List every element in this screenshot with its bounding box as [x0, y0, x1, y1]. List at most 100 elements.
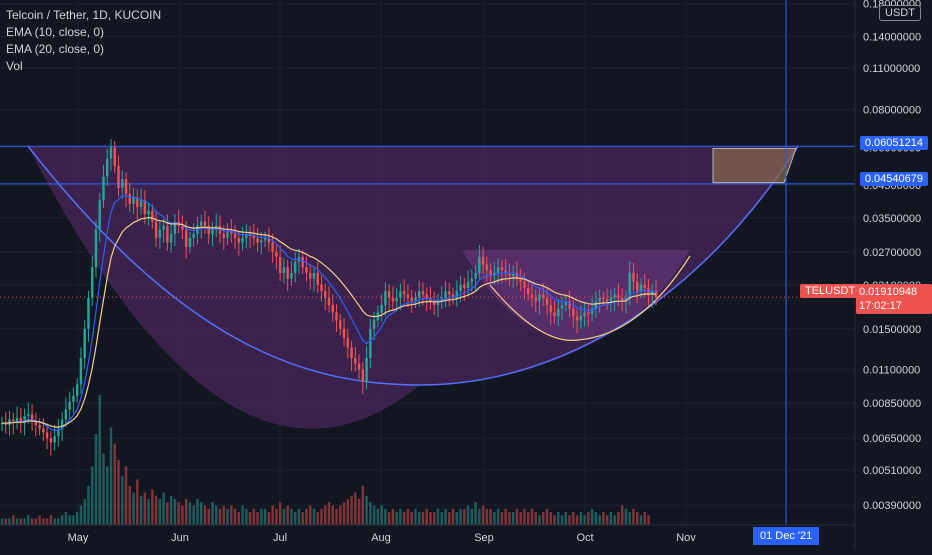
volume-bar: [496, 508, 500, 525]
candle-body: [545, 297, 549, 305]
volume-bar: [339, 505, 342, 525]
currency-button[interactable]: USDT: [879, 5, 921, 21]
volume-bar: [196, 499, 199, 525]
volume-bar: [530, 508, 534, 525]
volume-bar: [414, 508, 417, 525]
volume-bar: [308, 505, 312, 525]
candle-body: [538, 294, 541, 302]
volume-bar: [23, 518, 26, 525]
volume-bar: [474, 502, 477, 525]
legend-vol: Vol: [6, 59, 23, 73]
legend-title: Telcoin / Tether, 1D, KUCOIN: [6, 8, 162, 22]
candle-body: [500, 267, 504, 271]
candle-body: [192, 233, 195, 239]
candle-body: [632, 272, 635, 282]
x-tick-label: Aug: [371, 532, 391, 544]
volume-bar: [256, 512, 259, 525]
volume-bar: [188, 502, 192, 525]
candle-body: [463, 284, 466, 288]
candle-body: [549, 304, 552, 313]
candle-body: [485, 264, 489, 271]
volume-bar: [598, 515, 601, 525]
candle-body: [523, 281, 526, 288]
last-price: 0.01910948: [859, 286, 918, 298]
candle-body: [587, 312, 590, 314]
candle-body: [534, 297, 537, 302]
candle-body: [207, 225, 210, 234]
candle-body: [19, 417, 23, 424]
volume-bar: [218, 508, 222, 525]
candle-body: [45, 432, 49, 439]
candle-body: [278, 256, 282, 273]
y-tick-label: 0.01500000: [863, 324, 921, 336]
volume-bar: [579, 512, 583, 525]
candle-body: [365, 358, 368, 382]
candle-body: [60, 419, 64, 429]
candle-body: [275, 251, 278, 257]
candle-body: [222, 233, 225, 239]
volume-bar: [98, 395, 101, 525]
candle-body: [305, 267, 308, 273]
candle-body: [628, 272, 631, 298]
volume-bar: [481, 505, 485, 525]
candle-body: [342, 328, 346, 338]
volume-bar: [635, 512, 639, 525]
candle-body: [49, 438, 53, 443]
candle-body: [271, 242, 274, 252]
volume-bar: [293, 512, 297, 525]
candle-body: [402, 291, 406, 295]
volume-bar: [173, 499, 177, 525]
cup-zone: [0, 146, 798, 429]
volume-bar: [305, 508, 308, 525]
volume-bar: [8, 518, 11, 525]
candle-body: [481, 256, 485, 265]
candle-body: [417, 291, 421, 298]
candle-body: [519, 278, 522, 282]
candle-body: [132, 197, 135, 204]
volume-bar: [632, 508, 635, 525]
volume-bar: [557, 512, 560, 525]
volume-bar: [455, 512, 459, 525]
candle-body: [226, 229, 229, 239]
y-tick-label: 0.00390000: [863, 500, 921, 512]
candle-body: [90, 267, 94, 298]
candle-body: [557, 308, 560, 317]
volume-bar: [4, 518, 7, 525]
volume-bar: [384, 508, 387, 525]
volume-bar: [106, 466, 109, 525]
volume-bar: [620, 505, 624, 525]
candle-body: [553, 312, 556, 317]
candle-body: [421, 291, 425, 295]
volume-bar: [568, 515, 571, 525]
volume-bar: [57, 518, 60, 525]
volume-bar: [0, 518, 4, 525]
volume-bar: [45, 518, 49, 525]
candle-body: [199, 221, 203, 226]
volume-bar: [647, 515, 650, 525]
candle-body: [68, 401, 71, 410]
candle-body: [361, 369, 365, 382]
candle-body: [354, 358, 357, 364]
volume-bar: [68, 515, 71, 525]
candle-body: [117, 166, 120, 188]
volume-bar: [444, 508, 447, 525]
volume-bar: [154, 495, 158, 525]
volume-bar: [429, 512, 432, 525]
candle-body: [613, 294, 616, 298]
candle-body: [75, 384, 79, 396]
volume-bar: [72, 515, 75, 525]
volume-bar: [192, 505, 195, 525]
candle-body: [331, 304, 334, 313]
candle-body: [594, 301, 598, 309]
candle-body: [530, 294, 534, 298]
symbol-tag: TELUSDT: [800, 284, 861, 298]
volume-bar: [590, 508, 594, 525]
candle-body: [455, 291, 459, 298]
volume-bar: [203, 505, 207, 525]
candle-body: [139, 200, 143, 208]
volume-bar: [237, 512, 241, 525]
candle-body: [635, 281, 639, 292]
volume-bar: [15, 518, 19, 525]
